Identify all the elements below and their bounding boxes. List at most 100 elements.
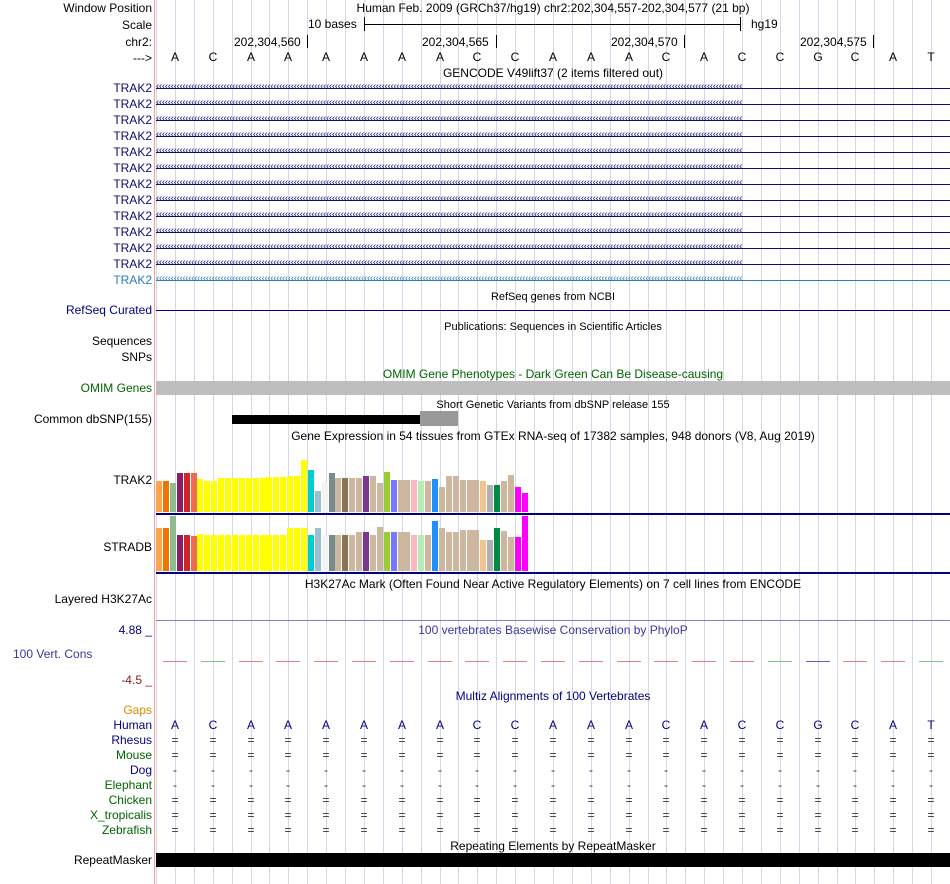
gencode-transcript-line[interactable]: ‹‹‹‹‹‹‹‹‹‹‹‹‹‹‹‹‹‹‹‹‹‹‹‹‹‹‹‹‹‹‹‹‹‹‹‹‹‹‹‹… [156,113,743,124]
gtex-tissue-bar[interactable] [411,535,418,571]
gtex-tissue-bar[interactable] [521,493,528,512]
gtex-tissue-bar[interactable] [225,535,231,571]
gencode-transcript-label[interactable]: TRAK2 [113,145,152,159]
gtex-tissue-bar[interactable] [183,535,190,571]
gtex-tissue-bar[interactable] [473,480,480,512]
gtex-tissue-bar[interactable] [156,481,162,512]
gencode-transcript-line[interactable]: ‹‹‹‹‹‹‹‹‹‹‹‹‹‹‹‹‹‹‹‹‹‹‹‹‹‹‹‹‹‹‹‹‹‹‹‹‹‹‹‹… [156,241,743,252]
gtex-tissue-bar[interactable] [169,483,176,512]
phylop-score-mark[interactable] [730,661,754,662]
gencode-transcript-label[interactable]: TRAK2 [113,113,152,127]
gtex-tissue-bar[interactable] [238,535,245,571]
gtex-tissue-bar[interactable] [514,537,521,571]
multiz-species-label[interactable]: Human [113,718,152,732]
phylop-score-mark[interactable] [428,661,452,662]
gtex-tissue-bar[interactable] [197,534,204,571]
refseq-track-title[interactable]: RefSeq genes from NCBI [490,291,616,303]
gencode-transcript-label[interactable]: TRAK2 [113,225,152,239]
phylop-score-mark[interactable] [579,661,603,662]
gtex-tissue-bar[interactable] [287,476,294,512]
dbsnp-variant-bar[interactable] [232,415,458,424]
phylop-score-mark[interactable] [314,661,338,662]
gtex-tissue-bar[interactable] [507,475,514,512]
phylop-score-mark[interactable] [843,661,867,662]
repeatmasker-element-bar[interactable] [156,853,950,867]
gtex-gene-label[interactable]: STRADB [103,540,152,554]
gtex-tissue-bar[interactable] [438,487,445,512]
gencode-transcript-label[interactable]: TRAK2 [113,177,152,191]
phylop-score-mark[interactable] [541,661,565,662]
dbsnp-variant-highlight[interactable] [420,411,458,426]
gtex-tissue-bar[interactable] [204,535,211,571]
gtex-tissue-bar[interactable] [280,535,287,571]
gencode-transcript-line[interactable]: ‹‹‹‹‹‹‹‹‹‹‹‹‹‹‹‹‹‹‹‹‹‹‹‹‹‹‹‹‹‹‹‹‹‹‹‹‹‹‹‹… [156,257,743,268]
gtex-tissue-bar[interactable] [307,535,314,571]
gtex-tissue-bar[interactable] [383,472,390,512]
gtex-tissue-bar[interactable] [314,491,321,512]
gtex-gene-label[interactable]: TRAK2 [113,473,152,487]
gtex-tissue-bar[interactable] [425,481,432,512]
gtex-tissue-bar[interactable] [480,540,487,571]
multiz-species-label[interactable]: Chicken [108,793,152,807]
gtex-tissue-bar[interactable] [238,478,245,512]
gtex-tissue-bar[interactable] [211,535,218,571]
gtex-tissue-bar[interactable] [452,532,459,571]
phylop-track-label[interactable]: 100 Vert. Cons [13,647,93,661]
gtex-tissue-bar[interactable] [328,473,335,512]
gencode-transcript-label[interactable]: TRAK2 [113,97,152,111]
phylop-score-mark[interactable] [503,661,527,662]
gtex-tissue-bar[interactable] [404,532,411,571]
gtex-tissue-bar[interactable] [294,476,300,512]
gtex-tissue-bar[interactable] [390,532,397,571]
gtex-tissue-bar[interactable] [438,528,445,571]
gtex-tissue-bar[interactable] [473,530,480,571]
refseq-gene-line[interactable] [156,310,950,311]
gtex-tissue-bar[interactable] [390,480,397,512]
gtex-tissue-bar[interactable] [349,478,356,512]
gtex-tissue-bar[interactable] [225,478,231,512]
gtex-tissue-bar[interactable] [197,479,204,512]
publications-snps-label[interactable]: SNPs [121,350,152,364]
gtex-tissue-bar[interactable] [494,528,501,571]
gtex-tissue-bar[interactable] [383,532,390,571]
repeatmasker-track-title[interactable]: Repeating Elements by RepeatMasker [450,839,656,853]
gtex-tissue-bar[interactable] [487,540,494,571]
multiz-species-label[interactable]: Elephant [104,778,152,792]
gtex-tissue-bar[interactable] [363,476,369,512]
gtex-tissue-bar[interactable] [190,473,197,512]
gtex-tissue-bar[interactable] [432,479,438,512]
gtex-tissue-bar[interactable] [432,521,438,571]
gtex-tissue-bar[interactable] [501,531,507,571]
publications-sequences-label[interactable]: Sequences [91,334,152,348]
gtex-tissue-bar[interactable] [280,477,287,512]
gencode-transcript-line[interactable]: ‹‹‹‹‹‹‹‹‹‹‹‹‹‹‹‹‹‹‹‹‹‹‹‹‹‹‹‹‹‹‹‹‹‹‹‹‹‹‹‹… [156,145,743,156]
gtex-tissue-bar[interactable] [466,480,473,512]
gtex-tissue-bar[interactable] [452,476,459,512]
gtex-tissue-bar[interactable] [335,535,342,571]
gtex-tissue-bar[interactable] [459,480,466,512]
gtex-tissue-bar[interactable] [466,530,473,571]
gencode-transcript-line[interactable]: ‹‹‹‹‹‹‹‹‹‹‹‹‹‹‹‹‹‹‹‹‹‹‹‹‹‹‹‹‹‹‹‹‹‹‹‹‹‹‹‹… [156,81,743,92]
gtex-tissue-bar[interactable] [480,481,487,512]
phylop-score-mark[interactable] [390,661,414,662]
gtex-tissue-bar[interactable] [376,527,383,571]
multiz-species-label[interactable]: X_tropicalis [89,808,152,822]
gencode-transcript-label[interactable]: TRAK2 [113,161,152,175]
gtex-tissue-bar[interactable] [397,532,404,571]
gtex-tissue-bar[interactable] [176,535,183,571]
gencode-transcript-label[interactable]: TRAK2 [113,241,152,255]
gtex-tissue-bar[interactable] [321,483,328,512]
gencode-transcript-label[interactable]: TRAK2 [113,193,152,207]
gtex-track-title[interactable]: Gene Expression in 54 tissues from GTEx … [291,429,815,443]
gencode-transcript-line[interactable]: ‹‹‹‹‹‹‹‹‹‹‹‹‹‹‹‹‹‹‹‹‹‹‹‹‹‹‹‹‹‹‹‹‹‹‹‹‹‹‹‹… [156,177,743,188]
gtex-tissue-bar[interactable] [273,535,280,571]
phylop-score-mark[interactable] [881,661,905,662]
gtex-tissue-bar[interactable] [266,535,273,571]
phylop-score-mark[interactable] [163,661,187,662]
gtex-tissue-bar[interactable] [356,478,363,512]
gtex-tissue-bar[interactable] [342,478,349,512]
gtex-tissue-bar[interactable] [156,528,162,571]
gencode-transcript-label[interactable]: TRAK2 [113,209,152,223]
dbsnp-track-title[interactable]: Short Genetic Variants from dbSNP releas… [436,399,670,411]
phylop-score-mark[interactable] [465,661,489,662]
